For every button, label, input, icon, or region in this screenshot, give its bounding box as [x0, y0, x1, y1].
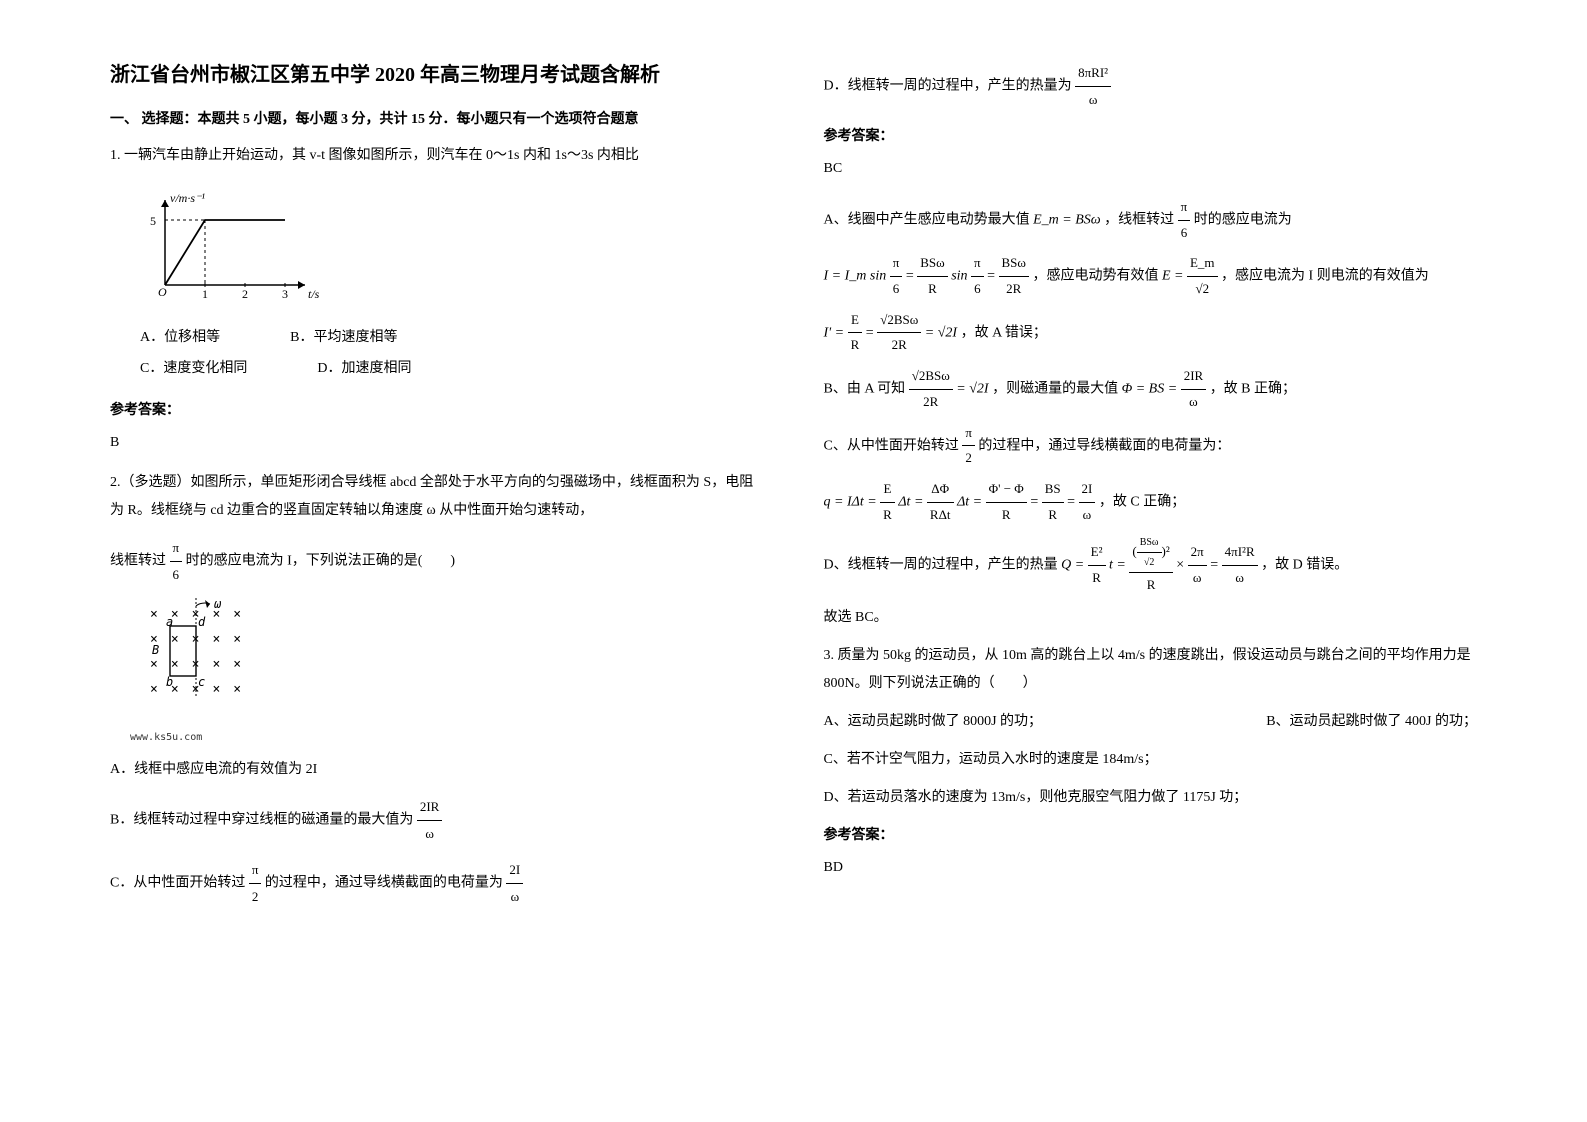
- q2-solC-1: C、从中性面开始转过 π2 的过程中，通过导线横截面的电荷量为：: [824, 421, 1478, 471]
- q3-optC: C、若不计空气阻力，运动员入水时的速度是 184m/s；: [824, 746, 1478, 774]
- q1-graph: 1 2 3 t/s 5 v/m·s⁻¹ O: [140, 190, 320, 300]
- q1-optC: C．速度变化相同: [140, 354, 247, 385]
- q3-ans-label: 参考答案：: [824, 824, 1478, 844]
- svg-text:2: 2: [242, 287, 248, 300]
- q2-sol-final: 故选 BC。: [824, 604, 1478, 632]
- q3-optAB: A、运动员起跳时做了 8000J 的功； B、运动员起跳时做了 400J 的功；: [824, 708, 1478, 736]
- q2-diagram: × × × × × × × × × × × × × × × × × × × × …: [130, 598, 764, 745]
- svg-text:v/m·s⁻¹: v/m·s⁻¹: [170, 191, 205, 205]
- q2-solA-3: I' = ER = √2BSω2R = √2I ，故 A 错误；: [824, 308, 1478, 358]
- q2-solA-1: A、线圈中产生感应电动势最大值 E_m = BSω ，线框转过 π6 时的感应电…: [824, 195, 1478, 245]
- q1-options: A．位移相等 B．平均速度相等 C．速度变化相同 D．加速度相同: [140, 323, 764, 385]
- q3-optB: B、运动员起跳时做了 400J 的功；: [1266, 708, 1477, 736]
- svg-text:t/s: t/s: [308, 287, 320, 300]
- q3-stem: 3. 质量为 50kg 的运动员，从 10m 高的跳台上以 4m/s 的速度跳出…: [824, 642, 1478, 698]
- q3-ans: BD: [824, 854, 1478, 882]
- q1-ans: B: [110, 429, 764, 457]
- q2-optA: A．线框中感应电流的有效值为 2I: [110, 756, 764, 784]
- svg-text:O: O: [158, 285, 167, 299]
- q2-optC: C．从中性面开始转过 π2 的过程中，通过导线横截面的电荷量为 2Iω: [110, 857, 764, 910]
- q1-optA: A．位移相等: [140, 323, 220, 354]
- svg-text:3: 3: [282, 287, 288, 300]
- q1-optD: D．加速度相同: [317, 354, 411, 385]
- svg-text:d: d: [198, 615, 206, 629]
- q2-ans: BC: [824, 155, 1478, 183]
- q3-optA: A、运动员起跳时做了 8000J 的功；: [824, 714, 1043, 729]
- q3-optD: D、若运动员落水的速度为 13m/s，则他克服空气阻力做了 1175J 功；: [824, 784, 1478, 812]
- svg-text:5: 5: [150, 214, 156, 228]
- q1-ans-label: 参考答案：: [110, 399, 764, 419]
- q1-optB: B．平均速度相等: [290, 323, 397, 354]
- svg-text:c: c: [198, 675, 205, 689]
- q2-solA-2: I = I_m sin π6 = BSωR sin π6 = BSω2R ，感应…: [824, 251, 1478, 301]
- q2-stem-p2: 线框转过 π6 时的感应电流为 I，下列说法正确的是( ): [110, 535, 764, 588]
- q2-ans-label: 参考答案：: [824, 125, 1478, 145]
- svg-text:ω: ω: [214, 598, 222, 611]
- q2-solB: B、由 A 可知 √2BSω2R = √2I ，则磁通量的最大值 Φ = BS …: [824, 364, 1478, 414]
- q2-optD: D．线框转一周的过程中，产生的热量为 8πRI²ω: [824, 60, 1478, 113]
- q2-stem-p1: 2.（多选题）如图所示，单匝矩形闭合导线框 abcd 全部处于水平方向的匀强磁场…: [110, 469, 764, 525]
- svg-text:b: b: [166, 675, 173, 689]
- q1-stem: 1. 一辆汽车由静止开始运动，其 v-t 图像如图所示，则汽车在 0～1s 内和…: [110, 142, 764, 170]
- q2-solD: D、线框转一周的过程中，产生的热量 Q = E²R t = (BSω√2)² R…: [824, 533, 1478, 598]
- doc-title: 浙江省台州市椒江区第五中学 2020 年高三物理月考试题含解析: [110, 60, 764, 90]
- q2-optB: B．线框转动过程中穿过线框的磁通量的最大值为 2IRω: [110, 794, 764, 847]
- svg-text:a: a: [166, 615, 173, 629]
- section-header: 一、 选择题：本题共 5 小题，每小题 3 分，共计 15 分．每小题只有一个选…: [110, 108, 764, 128]
- svg-text:B: B: [152, 643, 159, 657]
- svg-text:1: 1: [202, 287, 208, 300]
- q2-solC-2: q = IΔt = ER Δt = ΔΦRΔt Δt = Φ' − ΦR = B…: [824, 477, 1478, 527]
